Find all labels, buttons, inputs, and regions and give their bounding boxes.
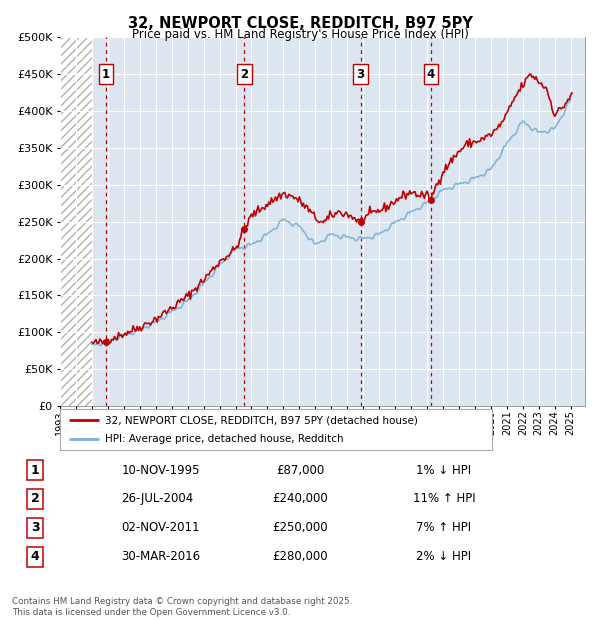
Text: 11% ↑ HPI: 11% ↑ HPI <box>413 492 475 505</box>
Text: £240,000: £240,000 <box>272 492 328 505</box>
Text: Price paid vs. HM Land Registry's House Price Index (HPI): Price paid vs. HM Land Registry's House … <box>131 28 469 41</box>
Text: 30-MAR-2016: 30-MAR-2016 <box>121 551 200 564</box>
Text: 32, NEWPORT CLOSE, REDDITCH, B97 5PY: 32, NEWPORT CLOSE, REDDITCH, B97 5PY <box>128 16 472 30</box>
Text: 7% ↑ HPI: 7% ↑ HPI <box>416 521 472 534</box>
Text: 1% ↓ HPI: 1% ↓ HPI <box>416 464 472 477</box>
Text: 10-NOV-1995: 10-NOV-1995 <box>121 464 200 477</box>
Text: £87,000: £87,000 <box>276 464 324 477</box>
Text: Contains HM Land Registry data © Crown copyright and database right 2025.
This d: Contains HM Land Registry data © Crown c… <box>12 598 352 617</box>
Text: 3: 3 <box>356 68 365 81</box>
Text: 2: 2 <box>31 492 40 505</box>
Text: 1: 1 <box>31 464 40 477</box>
Text: 32, NEWPORT CLOSE, REDDITCH, B97 5PY (detached house): 32, NEWPORT CLOSE, REDDITCH, B97 5PY (de… <box>106 415 418 425</box>
Text: 1: 1 <box>102 68 110 81</box>
Text: £280,000: £280,000 <box>272 551 328 564</box>
Text: 26-JUL-2004: 26-JUL-2004 <box>121 492 194 505</box>
Bar <box>60 37 92 406</box>
Text: 02-NOV-2011: 02-NOV-2011 <box>121 521 200 534</box>
Text: £250,000: £250,000 <box>272 521 328 534</box>
Text: 4: 4 <box>427 68 435 81</box>
Text: 2% ↓ HPI: 2% ↓ HPI <box>416 551 472 564</box>
Text: 4: 4 <box>31 551 40 564</box>
Text: 3: 3 <box>31 521 40 534</box>
Text: HPI: Average price, detached house, Redditch: HPI: Average price, detached house, Redd… <box>106 435 344 445</box>
Text: 2: 2 <box>241 68 248 81</box>
